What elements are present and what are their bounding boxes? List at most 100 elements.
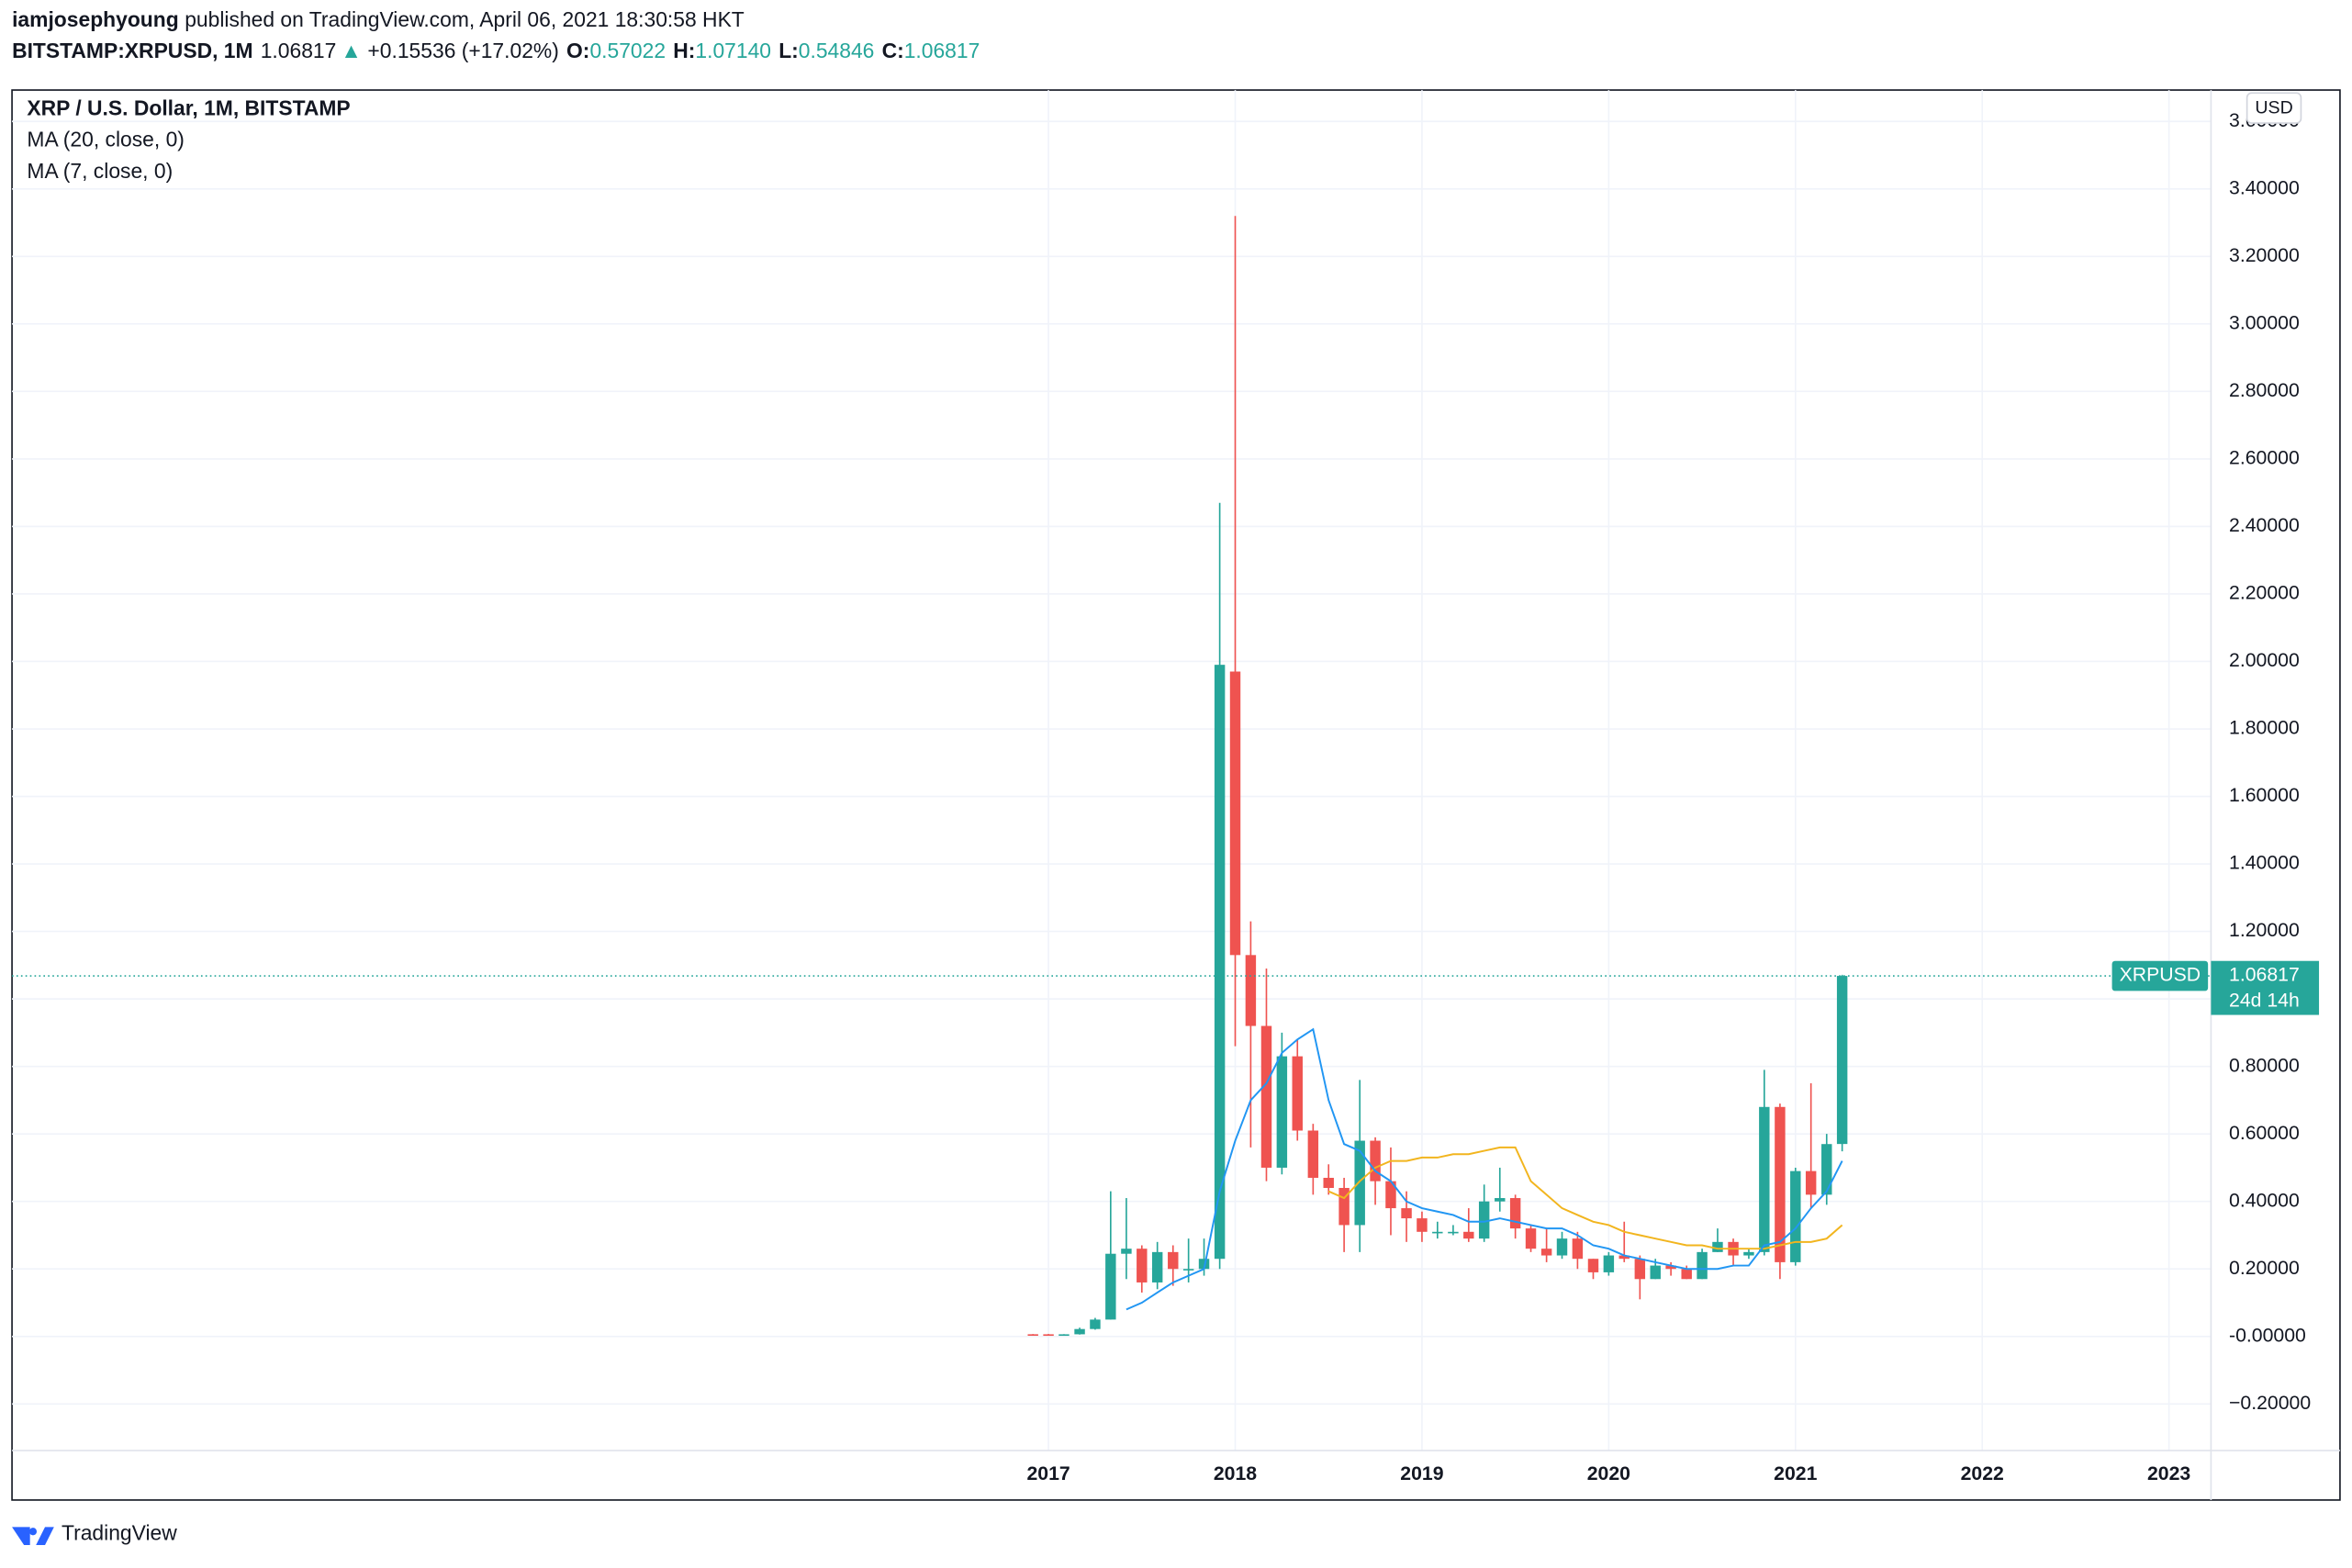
candle-body xyxy=(1151,1251,1163,1282)
candle-body xyxy=(1432,1231,1443,1234)
candle-body xyxy=(1478,1201,1490,1239)
candle-body xyxy=(1463,1231,1474,1239)
x-tick-label: 2022 xyxy=(1961,1462,2004,1484)
candle-body xyxy=(1260,1025,1272,1168)
symbol: BITSTAMP:XRPUSD, 1M xyxy=(12,39,252,62)
y-tick-label: 2.00000 xyxy=(2229,649,2300,671)
price-tag-name: XRPUSD xyxy=(2120,964,2201,986)
y-tick-label: 2.20000 xyxy=(2229,582,2300,604)
candle-body xyxy=(1540,1249,1552,1256)
y-tick-label: 3.20000 xyxy=(2229,244,2300,266)
candle-body xyxy=(1572,1238,1584,1260)
candle-body xyxy=(1509,1198,1521,1229)
footer: TradingView xyxy=(12,1521,177,1545)
x-tick-label: 2023 xyxy=(2147,1462,2190,1484)
arrow: ▲ xyxy=(341,39,362,62)
x-tick-label: 2021 xyxy=(1774,1462,1817,1484)
y-tick-label: 2.80000 xyxy=(2229,379,2300,401)
candle-body xyxy=(1603,1255,1615,1272)
ohlc-label: O: xyxy=(566,39,589,62)
y-tick-label: 1.20000 xyxy=(2229,919,2300,941)
logo-dot xyxy=(28,1528,38,1536)
candle-body xyxy=(1354,1140,1365,1226)
candle-body xyxy=(1805,1170,1817,1195)
candle-body xyxy=(1214,665,1226,1260)
candle-body xyxy=(1556,1238,1568,1256)
candle-body xyxy=(1323,1177,1334,1189)
candle-body xyxy=(1121,1249,1132,1254)
y-tick-label: 0.20000 xyxy=(2229,1257,2300,1279)
y-tick-label: 2.40000 xyxy=(2229,514,2300,536)
change: +0.15536 (+17.02%) xyxy=(367,39,558,62)
candle-body xyxy=(1229,671,1241,956)
author: iamjosephyoung xyxy=(12,7,179,31)
x-tick-label: 2017 xyxy=(1026,1462,1070,1484)
candle-body xyxy=(1276,1056,1288,1168)
ohlc-label: L: xyxy=(778,39,799,62)
currency-button[interactable] xyxy=(2246,92,2302,124)
candle-body xyxy=(1307,1130,1319,1178)
candle-body xyxy=(1525,1228,1537,1249)
chart-frame xyxy=(11,89,2341,1501)
candle-body xyxy=(1759,1106,1770,1252)
candle-body xyxy=(1836,976,1848,1145)
candle-body xyxy=(1137,1249,1148,1282)
price-tag-name-bg xyxy=(2111,960,2209,991)
y-tick-label: 0.60000 xyxy=(2229,1122,2300,1144)
candle-body xyxy=(1090,1319,1101,1329)
candle-body xyxy=(1448,1231,1459,1234)
y-tick-label: 3.00000 xyxy=(2229,311,2300,333)
candle-body xyxy=(1245,955,1257,1026)
candle-body xyxy=(1712,1241,1723,1252)
candle-body xyxy=(1182,1269,1194,1271)
legend-entry: MA (20, close, 0) xyxy=(27,128,185,151)
candle-body xyxy=(1168,1251,1179,1270)
ohlc-value: 1.07140 xyxy=(695,39,771,62)
candle-body xyxy=(1665,1265,1676,1270)
x-tick-label: 2018 xyxy=(1214,1462,1257,1484)
chart-title: XRP / U.S. Dollar, 1M, BITSTAMP xyxy=(27,95,350,119)
y-tick-label: −0.20000 xyxy=(2229,1392,2311,1414)
candle-body xyxy=(1058,1334,1070,1337)
ma-line xyxy=(1126,1027,1843,1311)
candle-body xyxy=(1650,1265,1661,1280)
candle-body xyxy=(1292,1056,1303,1131)
candle-body xyxy=(1043,1334,1054,1337)
quote-line: BITSTAMP:XRPUSD, 1M 1.06817 ▲ +0.15536 (+17… xyxy=(12,39,980,62)
price-tag-value: 1.06817 xyxy=(2229,964,2300,986)
candle-body xyxy=(1681,1269,1692,1280)
legend-entry: MA (7, close, 0) xyxy=(27,159,173,183)
y-tick-label: 0.40000 xyxy=(2229,1189,2300,1211)
candle-body xyxy=(1821,1144,1832,1195)
candle-body xyxy=(1338,1188,1350,1226)
currency: USD xyxy=(2255,98,2292,118)
x-tick-label: 2019 xyxy=(1400,1462,1443,1484)
y-tick-label: -0.00000 xyxy=(2229,1324,2306,1346)
candle-body xyxy=(1790,1170,1801,1262)
y-tick-label: 1.80000 xyxy=(2229,717,2300,739)
brand: TradingView xyxy=(62,1521,177,1545)
candle-body xyxy=(1587,1259,1599,1272)
ohlc-value: 0.57022 xyxy=(589,39,666,62)
candle-body xyxy=(1495,1198,1506,1202)
published: published on TradingView.com, April 06, … xyxy=(185,7,745,31)
candle-body xyxy=(1417,1218,1428,1232)
candle-body xyxy=(1697,1251,1708,1280)
candle-body xyxy=(1198,1259,1210,1270)
x-tick-label: 2020 xyxy=(1587,1462,1630,1484)
y-tick-label: 2.60000 xyxy=(2229,447,2300,469)
y-tick-label: 1.40000 xyxy=(2229,852,2300,874)
candle-body xyxy=(1634,1259,1646,1280)
publish-line: iamjosephyoung published on TradingView.c… xyxy=(12,7,745,31)
price-tag-bg xyxy=(2211,960,2320,1015)
candle-body xyxy=(1370,1140,1381,1182)
ohlc-value: 0.54846 xyxy=(799,39,875,62)
y-tick-label: 0.80000 xyxy=(2229,1054,2300,1076)
candle-body xyxy=(1775,1106,1786,1262)
logo xyxy=(12,1527,54,1545)
candle-body xyxy=(1027,1334,1038,1337)
last: 1.06817 xyxy=(261,39,337,62)
candle-body xyxy=(1385,1181,1396,1209)
ma-line xyxy=(1327,1146,1843,1250)
